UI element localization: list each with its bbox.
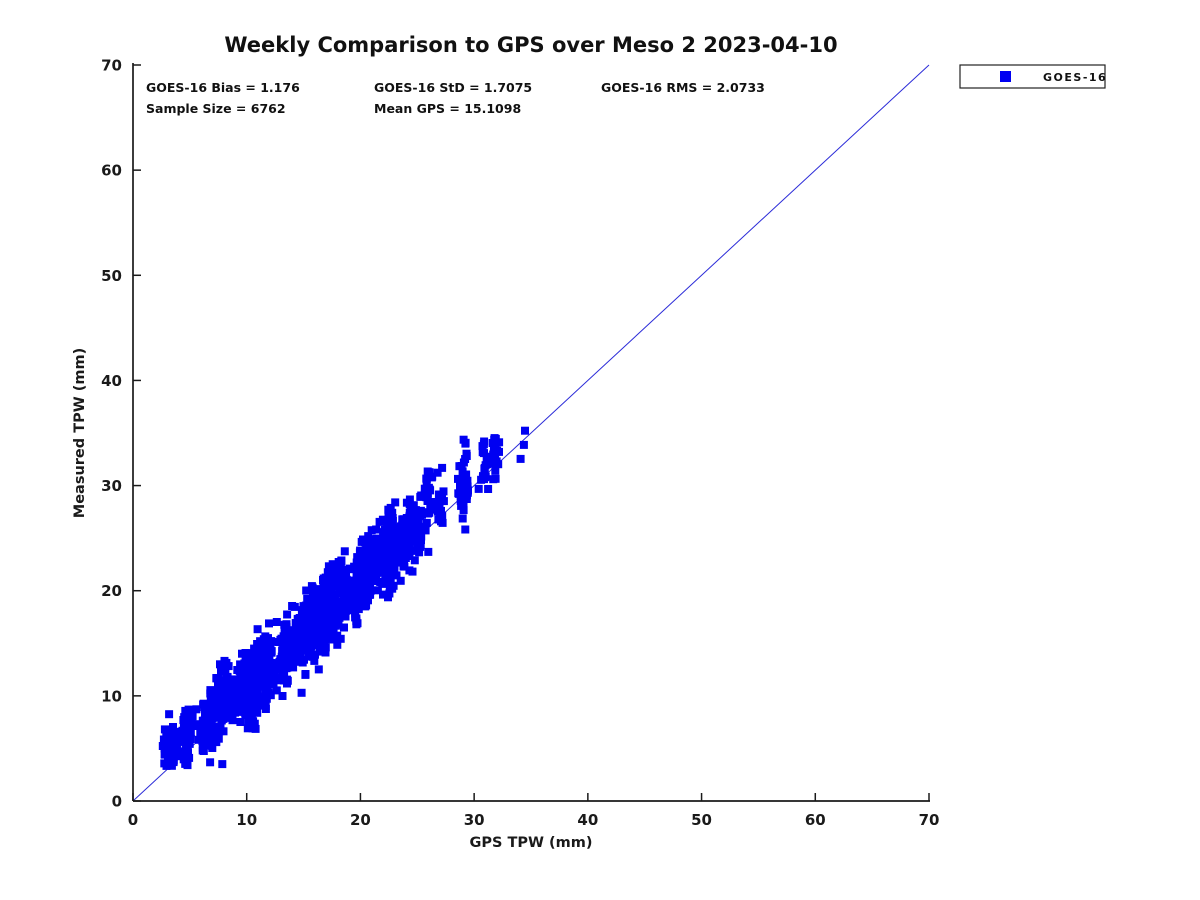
x-tick-label: 40 bbox=[577, 811, 598, 829]
x-tick-label: 70 bbox=[919, 811, 940, 829]
axes: 0 10 20 30 40 50 60 70 0 10 20 30 40 50 60 70 bbox=[101, 57, 939, 830]
y-tick-label: 20 bbox=[101, 582, 122, 600]
y-tick-label: 50 bbox=[101, 267, 122, 285]
x-tick-label: 0 bbox=[128, 811, 138, 829]
chart-title: Weekly Comparison to GPS over Meso 2 202… bbox=[224, 33, 837, 57]
y-tick-label: 40 bbox=[101, 372, 122, 390]
y-tick-label: 60 bbox=[101, 162, 122, 180]
x-tick-label: 30 bbox=[464, 811, 485, 829]
stats-mean-gps: Mean GPS = 15.1098 bbox=[374, 101, 521, 116]
stats-std: GOES-16 StD = 1.7075 bbox=[374, 80, 532, 95]
legend: GOES-16 bbox=[959, 64, 1107, 89]
x-tick-label: 50 bbox=[691, 811, 712, 829]
scatter-points bbox=[158, 426, 529, 770]
stats-bias: GOES-16 Bias = 1.176 bbox=[146, 80, 300, 95]
legend-box bbox=[959, 64, 1106, 89]
stats-sample-size: Sample Size = 6762 bbox=[146, 101, 286, 116]
y-tick-label: 10 bbox=[101, 687, 122, 705]
x-tick-label: 60 bbox=[805, 811, 826, 829]
legend-entry-label: GOES-16 bbox=[1043, 71, 1107, 84]
stats-rms: GOES-16 RMS = 2.0733 bbox=[601, 80, 765, 95]
y-axis-label: Measured TPW (mm) bbox=[72, 348, 88, 518]
y-tick-label: 70 bbox=[101, 57, 122, 75]
x-tick-label: 20 bbox=[350, 811, 371, 829]
y-tick-label: 30 bbox=[101, 477, 122, 495]
x-axis-label: GPS TPW (mm) bbox=[469, 835, 592, 851]
legend-marker-icon bbox=[1000, 71, 1011, 82]
y-tick-label: 0 bbox=[112, 793, 122, 811]
x-tick-label: 10 bbox=[236, 811, 257, 829]
